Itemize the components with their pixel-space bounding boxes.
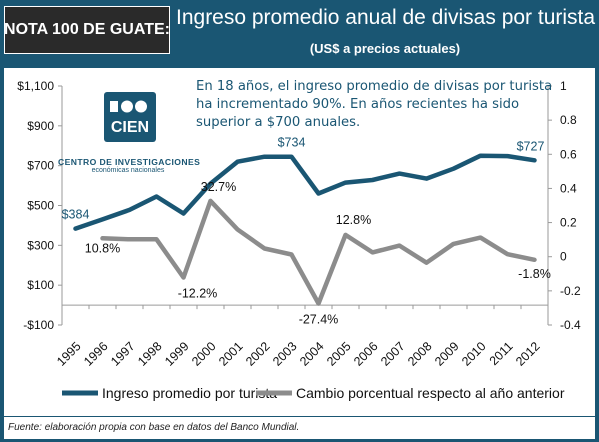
data-label: 12.8%	[336, 213, 371, 227]
x-tick-label: 2011	[487, 339, 516, 368]
x-tick-label: 2000	[189, 339, 219, 369]
x-tick-label: 2008	[405, 339, 435, 369]
series-line-income	[73, 153, 537, 231]
y-right-tick-label: -0.4	[560, 318, 581, 332]
x-tick-label: 2001	[216, 339, 246, 369]
x-tick-label: 2010	[459, 339, 489, 369]
y-left-tick-label: $100	[27, 278, 54, 292]
logo-caption: CENTRO DE INVESTIGACIONES económicas nac…	[58, 157, 201, 174]
logo-text: CIEN	[111, 119, 149, 136]
y-right-tick-label: 0.8	[560, 113, 577, 127]
legend-label-income: Ingreso promedio por turista	[102, 385, 277, 401]
y-left-tick-label: $300	[27, 238, 54, 252]
logo-caption-line2: económicas nacionales	[91, 167, 165, 174]
x-tick-label: 1998	[135, 339, 165, 369]
cien-logo: CIEN	[104, 92, 156, 142]
chart-title: Ingreso promedio anual de divisas por tu…	[176, 6, 596, 29]
data-label: $384	[62, 208, 90, 222]
x-tick-label: 1995	[54, 339, 84, 369]
data-label: -27.4%	[299, 312, 339, 326]
chart-panel: -$100 $100 $300 $500 $700 $900 $1,100 -0.4 -0.2 0…	[4, 68, 595, 416]
legend-label-change: Cambio porcentual respecto al año anteri…	[296, 385, 565, 401]
x-tick-label: 2002	[243, 339, 273, 369]
series-line-change	[100, 198, 537, 306]
y-left-tick-label: $900	[27, 119, 54, 133]
x-tick-label: 2005	[324, 339, 354, 369]
x-tick-label: 1999	[162, 339, 192, 369]
data-label: $734	[278, 136, 306, 150]
y-right-tick-label: 0.4	[560, 181, 577, 195]
y-left-tick-label: -$100	[23, 318, 54, 332]
x-tick-label: 2012	[513, 339, 543, 369]
x-tick-label: 1996	[81, 339, 111, 369]
data-label: $727	[517, 139, 545, 153]
y-right-tick-label: 0	[560, 250, 567, 264]
x-tick-label: 2009	[432, 339, 462, 369]
x-tick-label: 2007	[378, 339, 408, 369]
y-left-tick-label: $700	[27, 159, 54, 173]
x-tick-label: 1997	[108, 339, 138, 369]
y-right-tick-label: 1	[560, 79, 567, 93]
chart-subtitle: (US$ a precios actuales)	[309, 41, 461, 56]
data-label: -12.2%	[178, 287, 218, 301]
y-left-tick-label: $1,100	[17, 79, 54, 93]
y-left-tick-label: $500	[27, 199, 54, 213]
y-right-tick-label: -0.2	[560, 284, 581, 298]
note-badge: NOTA 100 DE GUATE:	[4, 6, 170, 54]
x-tick-label: 2004	[297, 339, 327, 369]
x-tick-label: 2006	[351, 339, 381, 369]
y-right-tick-label: 0.6	[560, 147, 577, 161]
chart-annotation: En 18 años, el ingreso promedio de divis…	[196, 79, 553, 130]
chart-svg: -$100 $100 $300 $500 $700 $900 $1,100 -0.4 -0.2 0…	[17, 79, 581, 401]
data-label: -1.8%	[518, 267, 551, 281]
logo-caption-line1: CENTRO DE INVESTIGACIONES	[58, 157, 201, 167]
data-label: 32.7%	[201, 180, 236, 194]
y-right-tick-label: 0.2	[560, 216, 577, 230]
x-tick-label: 2003	[270, 339, 300, 369]
data-label: 10.8%	[85, 241, 120, 255]
source-note: Fuente: elaboración propia con base en d…	[4, 417, 595, 439]
